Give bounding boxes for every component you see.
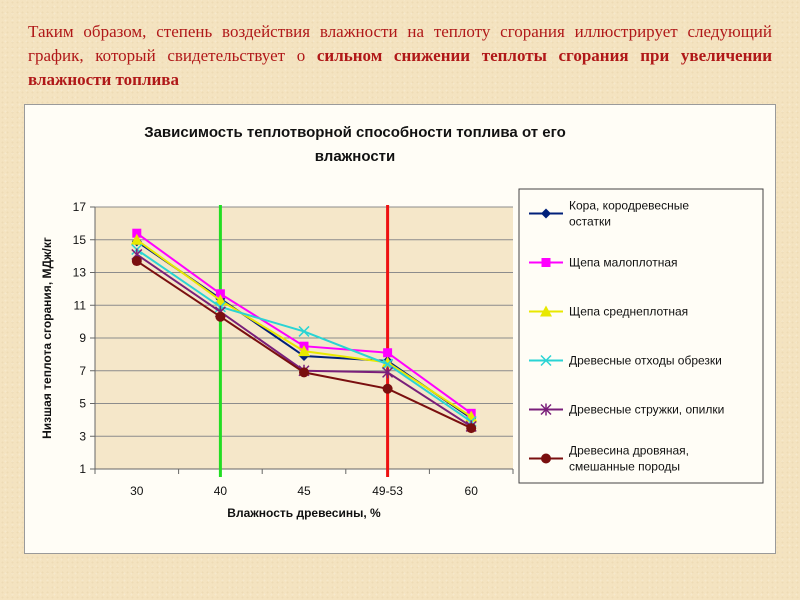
x-tick-label: 45 [297,484,311,498]
y-axis-label: Низшая теплота сгорания, МДж/кг [40,237,54,439]
y-tick-label: 11 [74,298,87,312]
marker-x-stroke [540,354,552,367]
y-tick-label: 17 [73,200,87,214]
marker-x [382,358,394,370]
legend-label: остатки [569,215,611,229]
legend-label: Кора, кородревесные [569,199,689,213]
legend-label: Древесные отходы обрезки [569,354,722,368]
marker-square [215,289,225,299]
legend-item: Древесина дровяная, смешанные породы [529,444,689,474]
marker-triangle [298,345,310,357]
y-tick-label: 3 [79,429,86,443]
marker-circle [131,256,142,267]
marker-star [382,366,394,379]
chart-title-line-2: влажности [315,148,395,165]
x-tick-label: 49-53 [372,484,403,498]
y-tick-label: 7 [79,364,86,378]
chart-frame: Зависимость теплотворной способности топ… [24,104,776,554]
marker-triangle [130,233,143,245]
intro-paragraph: Таким образом, степень воздействия влажн… [28,20,772,92]
marker-triangle [381,356,394,368]
legend-label: Щепа малоплотная [569,256,678,270]
x-tick-label: 40 [214,484,228,498]
marker-triangle [214,294,227,306]
marker-circle [215,311,226,322]
legend-box [518,188,764,484]
intro-text: Таким образом, степень воздействия влажн… [28,22,772,65]
marker-x [540,354,552,367]
series-6 [131,256,477,434]
y-tick-label: 9 [79,331,86,345]
legend-item: Кора, кородревесные остатки [529,199,689,229]
marker-circle [299,367,309,378]
y-tick-label: 1 [79,462,86,476]
marker-square [541,258,551,267]
marker-triangle [540,305,552,317]
legend-label: Древесина дровяная, [569,444,689,458]
legend-item: Древесные стружки, опилки [529,403,724,417]
marker-diamond [541,208,551,219]
legend-item: Древесные отходы обрезки [529,354,722,368]
line-chart: Зависимость теплотворной способности топ… [40,124,764,520]
y-tick-label: 5 [79,397,86,411]
y-tick-label: 13 [73,266,87,280]
legend-item: Щепа малоплотная [529,256,678,270]
legend-item: Щепа среднеплотная [529,305,688,319]
x-tick-label: 60 [465,484,479,498]
marker-x-stroke [382,358,394,370]
intro-bold-text: сильном снижении теплоты сгорания при ув… [28,46,772,89]
legend-label: Древесные стружки, опилки [569,403,724,417]
marker-circle [466,423,477,434]
marker-x [298,325,310,337]
marker-square [132,228,142,238]
legend-label: смешанные породы [569,460,680,474]
chart-title-line-1: Зависимость теплотворной способности топ… [144,124,566,141]
marker-circle [541,453,551,464]
marker-x-stroke [298,325,310,337]
x-tick-label: 30 [130,484,144,498]
marker-circle [382,383,393,394]
x-axis-label: Влажность древесины, % [227,506,381,520]
legend-label: Щепа среднеплотная [569,305,688,319]
y-tick-label: 15 [73,233,87,247]
marker-star [540,403,552,416]
marker-square [383,348,393,358]
